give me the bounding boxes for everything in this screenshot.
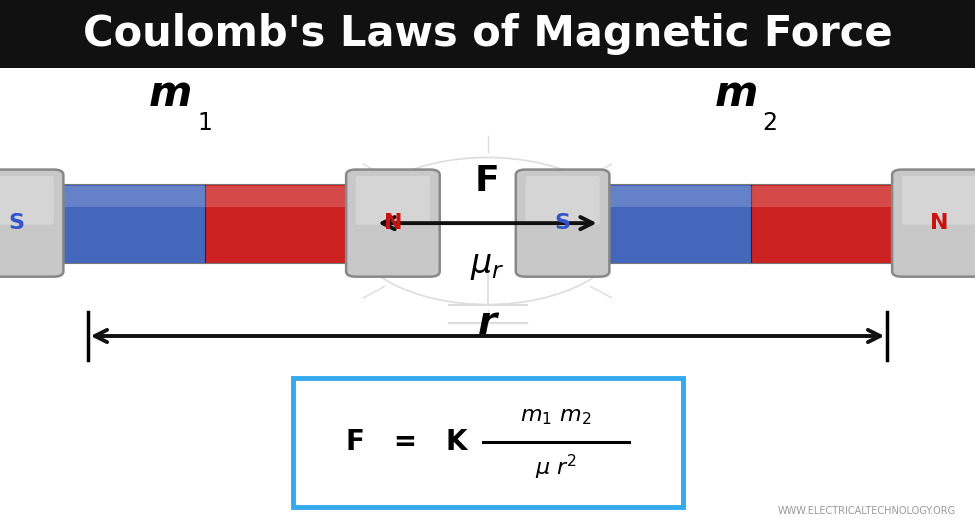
FancyBboxPatch shape	[54, 184, 205, 262]
Text: F   =   K: F = K	[346, 428, 468, 456]
Text: N: N	[930, 213, 948, 233]
Text: S: S	[9, 213, 24, 233]
FancyBboxPatch shape	[751, 184, 902, 262]
Text: WWW.ELECTRICALTECHNOLOGY.ORG: WWW.ELECTRICALTECHNOLOGY.ORG	[777, 506, 956, 516]
Text: $\mu_r$: $\mu_r$	[470, 249, 505, 281]
Text: N: N	[384, 213, 402, 233]
FancyBboxPatch shape	[0, 170, 63, 277]
Text: $\mu\ r^2$: $\mu\ r^2$	[534, 453, 577, 482]
FancyBboxPatch shape	[346, 170, 440, 277]
FancyBboxPatch shape	[526, 176, 600, 225]
FancyBboxPatch shape	[356, 176, 430, 225]
Text: F: F	[475, 164, 500, 198]
Text: 2: 2	[762, 111, 778, 135]
Text: m: m	[149, 74, 192, 116]
Text: 1: 1	[197, 111, 213, 135]
FancyBboxPatch shape	[0, 0, 975, 68]
FancyBboxPatch shape	[205, 184, 356, 262]
FancyBboxPatch shape	[0, 176, 54, 225]
Text: Coulomb's Laws of Magnetic Force: Coulomb's Laws of Magnetic Force	[83, 13, 892, 55]
FancyBboxPatch shape	[892, 170, 975, 277]
FancyBboxPatch shape	[600, 184, 751, 262]
Text: r: r	[478, 304, 497, 342]
Text: S: S	[555, 213, 570, 233]
FancyBboxPatch shape	[54, 186, 356, 207]
FancyBboxPatch shape	[902, 176, 975, 225]
Text: m: m	[715, 74, 758, 116]
Text: $m_1\ m_2$: $m_1\ m_2$	[520, 407, 592, 427]
FancyBboxPatch shape	[516, 170, 609, 277]
FancyBboxPatch shape	[600, 186, 902, 207]
FancyBboxPatch shape	[292, 378, 682, 507]
